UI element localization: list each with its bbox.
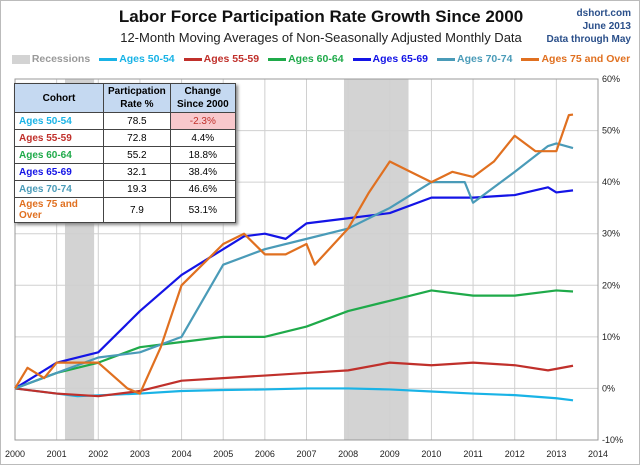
cohort-cell: Ages 60-64 [14,146,104,164]
x-tick-label: 2004 [172,449,192,459]
source-site: dshort.com [576,8,631,19]
legend-item: Ages 75 and Over [521,53,630,65]
legend-label: Ages 55-59 [203,53,260,65]
legend-label: Ages 70-74 [457,53,513,65]
legend-item: Recessions [11,53,91,65]
y-tick-label: 20% [602,280,620,290]
table-header: Cohort [14,83,104,113]
legend-swatch [521,57,540,61]
y-tick-label: 50% [602,126,620,136]
x-tick-label: 2005 [213,449,233,459]
series-line-ages-65-69 [14,186,574,390]
y-tick-label: 10% [602,332,620,342]
legend-label: Ages 65-69 [372,53,428,65]
series-line-ages-55-59 [14,361,574,398]
x-tick-label: 2001 [47,449,67,459]
x-tick-label: 2009 [380,449,400,459]
x-tick-label: 2000 [5,449,25,459]
change-cell: 4.4% [169,129,236,147]
x-tick-label: 2007 [296,449,316,459]
cohort-cell: Ages 50-54 [14,112,104,130]
cohort-cell: Ages 55-59 [14,129,104,147]
cohort-cell: Ages 65-69 [14,163,104,181]
legend-swatch [99,57,118,61]
y-tick-label: 0% [602,383,615,393]
change-cell: 38.4% [169,163,236,181]
legend-item: Ages 55-59 [183,53,260,65]
table-header: Change Since 2000 [169,83,236,113]
change-cell: 53.1% [169,197,236,223]
x-tick-label: 2012 [505,449,525,459]
x-tick-label: 2013 [546,449,566,459]
legend-item: Ages 50-54 [99,53,175,65]
source-note: Data through May [546,34,631,45]
chart-title: Labor Force Participation Rate Growth Si… [118,7,524,26]
change-cell: 46.6% [169,180,236,198]
legend-label: Ages 60-64 [288,53,344,65]
chart-subtitle: 12-Month Moving Averages of Non-Seasonal… [120,30,522,45]
recession-band [343,79,409,440]
rate-cell: 55.2 [103,146,171,164]
legend: Recessions Ages 50-54 Ages 55-59 Ages 60-64… [1,53,639,65]
y-tick-label: -10% [602,435,623,445]
rate-cell: 7.9 [103,197,171,223]
legend-swatch [352,57,371,61]
legend-swatch [268,57,287,61]
table-row: Ages 70-74 19.3 46.6% [14,180,236,198]
source-info: dshort.com June 2013 Data through May [547,7,631,46]
y-tick-label: 60% [602,74,620,84]
table-header: Particpation Rate % [103,83,171,113]
x-tick-label: 2002 [88,449,108,459]
table-row: Ages 55-59 72.8 4.4% [14,129,236,147]
table-row: Ages 75 and Over 7.9 53.1% [14,197,236,223]
legend-swatch [11,54,30,64]
legend-swatch [183,57,202,61]
cohort-table: Cohort Particpation Rate % Change Since 20… [14,83,236,223]
rate-cell: 72.8 [103,129,171,147]
plot-border [14,78,599,441]
legend-label: Recessions [31,53,91,65]
rate-cell: 32.1 [103,163,171,181]
legend-item: Ages 60-64 [268,53,344,65]
rate-cell: 78.5 [103,112,171,130]
source-date: June 2013 [582,21,631,32]
rate-cell: 19.3 [103,180,171,198]
series-line-ages-60-64 [14,289,574,390]
table-row: Ages 65-69 32.1 38.4% [14,163,236,181]
cohort-cell: Ages 70-74 [14,180,104,198]
legend-swatch [437,57,455,61]
table-row: Ages 60-64 55.2 18.8% [14,146,236,164]
table-row: Ages 50-54 78.5 -2.3% [14,112,236,130]
legend-label: Ages 50-54 [119,53,175,65]
x-tick-label: 2011 [463,449,482,459]
legend-item: Ages 70-74 [437,53,512,65]
legend-item: Ages 65-69 [352,53,428,65]
series-line-ages-75-and-over [14,113,574,395]
change-cell: 18.8% [169,146,236,164]
y-tick-label: 40% [602,177,620,187]
x-tick-label: 2006 [255,449,275,459]
x-tick-label: 2014 [588,449,608,459]
cohort-cell: Ages 75 and Over [14,197,104,223]
legend-label: Ages 75 and Over [541,53,631,65]
y-tick-label: 30% [602,229,620,239]
x-tick-label: 2010 [421,449,441,459]
x-tick-label: 2003 [130,449,150,459]
change-cell: -2.3% [169,112,236,130]
x-tick-label: 2008 [338,449,358,459]
